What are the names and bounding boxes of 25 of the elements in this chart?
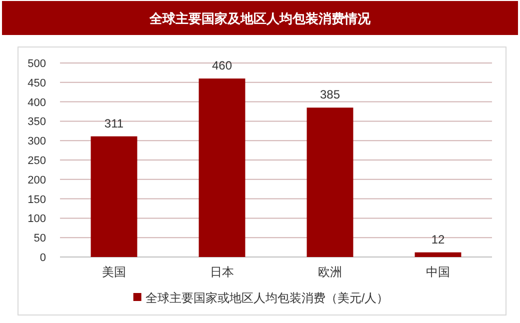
bar xyxy=(90,136,138,257)
y-tick-label: 0 xyxy=(40,252,46,264)
bar xyxy=(198,78,246,257)
y-tick-label: 200 xyxy=(28,174,46,186)
data-label: 460 xyxy=(212,58,232,73)
data-label: 311 xyxy=(104,116,124,130)
x-tick-label: 欧洲 xyxy=(318,265,342,279)
bar xyxy=(306,108,354,257)
x-tick-label: 美国 xyxy=(102,265,126,279)
y-tick-label: 350 xyxy=(28,116,46,128)
bar xyxy=(414,252,462,257)
y-tick-label: 400 xyxy=(28,96,46,109)
data-label: 385 xyxy=(320,88,340,102)
chart-title: 全球主要国家及地区人均包装消费情况 xyxy=(148,11,372,26)
x-tick-label: 中国 xyxy=(426,265,450,279)
y-tick-label: 500 xyxy=(28,58,46,70)
y-tick-label: 50 xyxy=(34,232,46,245)
y-tick-label: 450 xyxy=(28,77,46,90)
y-tick-label: 100 xyxy=(28,213,46,226)
y-tick-label: 150 xyxy=(28,194,46,206)
x-tick-label: 日本 xyxy=(210,265,234,279)
data-label: 12 xyxy=(431,232,445,246)
y-tick-label: 250 xyxy=(28,155,46,167)
y-tick-label: 300 xyxy=(28,136,46,148)
legend-label: 全球主要国家或地区人均包装消费（美元/人） xyxy=(145,291,389,305)
